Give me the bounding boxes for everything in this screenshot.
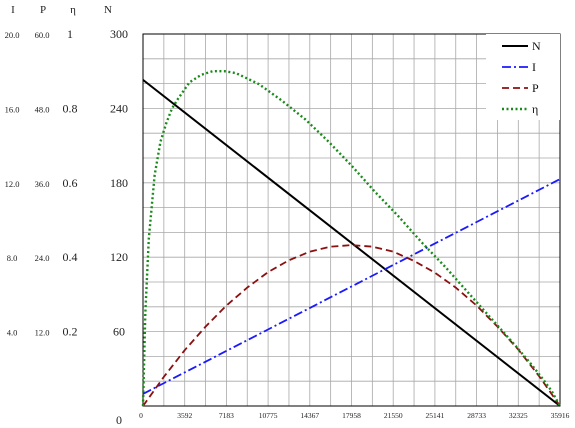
y-tick-eta-1: 1 (67, 27, 73, 41)
x-tick-17958: 17958 (342, 411, 361, 420)
y-tick-P-12-0: 12.0 (35, 328, 50, 338)
legend-label-I: I (532, 60, 536, 74)
y-tick-eta-0-6: 0.6 (63, 176, 78, 190)
plot-grid (143, 34, 560, 406)
header-I: I (11, 4, 15, 16)
x-tick-14367: 14367 (300, 411, 319, 420)
y-tick-P-48-0: 48.0 (35, 104, 50, 114)
legend-box (486, 34, 560, 120)
y-tick-N-120: 120 (110, 250, 128, 264)
x-tick-32325: 32325 (509, 411, 528, 420)
legend-label-P: P (532, 81, 539, 95)
y-tick-I-8-0: 8.0 (7, 253, 18, 263)
x-tick-28733: 28733 (467, 411, 486, 420)
header-eta: η (70, 4, 76, 16)
y-tick-N-180: 180 (110, 176, 128, 190)
x-tick-0: 0 (139, 411, 143, 420)
y-tick-P-60-0: 60.0 (35, 30, 50, 40)
y-tick-eta-0-4: 0.4 (63, 250, 78, 264)
y-tick-I-20-0: 20.0 (5, 30, 20, 40)
y-tick-N-300: 300 (110, 27, 128, 41)
header-N: N (104, 4, 112, 16)
y-tick-I-4-0: 4.0 (7, 328, 18, 338)
y-tick-I-16-0: 16.0 (5, 104, 20, 114)
y-tick-P-36-0: 36.0 (35, 179, 50, 189)
x-tick-3592: 3592 (177, 411, 192, 420)
data-series (141, 69, 562, 407)
y-tick-eta-0-8: 0.8 (63, 101, 78, 115)
series-line-P (142, 244, 561, 407)
legend-label-N: N (532, 39, 541, 53)
x-tick-21550: 21550 (384, 411, 403, 420)
series-line-I (142, 178, 561, 395)
legend-label-eta: η (532, 102, 538, 116)
x-tick-25141: 25141 (426, 411, 445, 420)
y-tick-N-0: 0 (116, 413, 122, 427)
y-tick-P-24-0: 24.0 (35, 253, 50, 263)
y-tick-I-12-0: 12.0 (5, 179, 20, 189)
header-P: P (40, 4, 46, 16)
y-tick-eta-0-2: 0.2 (63, 325, 78, 339)
x-tick-10775: 10775 (259, 411, 278, 420)
y-tick-N-240: 240 (110, 101, 128, 115)
y-tick-N-60: 60 (113, 325, 125, 339)
x-axis-tick-labels: 0 3592 7183 10775 14367 17958 21550 25141 28733 3… (139, 411, 570, 420)
y-axes-tick-labels: 0 60 120 180 240 300 4.0 8.0 12.0 16.0 20.0 12.0 24.… (5, 27, 128, 427)
series-line-N (142, 79, 561, 407)
plot-frame (142, 33, 561, 407)
x-tick-35916: 35916 (551, 411, 570, 420)
x-tick-7183: 7183 (219, 411, 234, 420)
